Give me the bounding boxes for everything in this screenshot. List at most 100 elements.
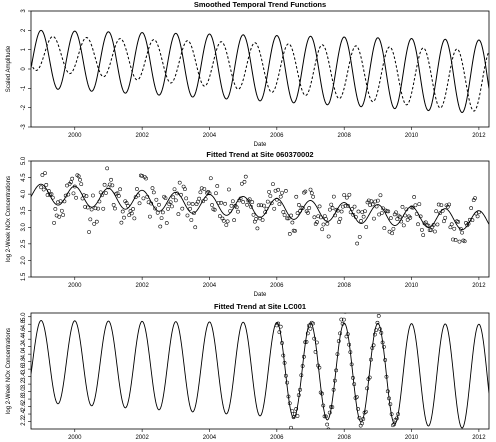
data-point — [207, 191, 212, 196]
data-point — [352, 204, 357, 209]
data-point — [45, 193, 50, 197]
data-point — [168, 200, 173, 205]
data-point — [388, 216, 393, 221]
data-point — [245, 202, 249, 207]
data-point — [236, 209, 240, 214]
data-point — [453, 238, 458, 242]
data-point — [83, 204, 88, 209]
data-point — [69, 180, 73, 184]
data-point — [242, 180, 247, 184]
data-point — [148, 214, 152, 219]
data-point — [372, 216, 376, 221]
x-tick-label: 2000 — [68, 133, 82, 139]
data-point — [131, 207, 135, 211]
chart-title: Fitted Trend at Site LC001 — [214, 302, 306, 311]
data-point — [258, 216, 262, 221]
data-point — [364, 225, 369, 229]
data-point — [365, 200, 370, 205]
data-point — [376, 314, 381, 318]
data-point — [225, 219, 230, 224]
y-tick-label: 1.5 — [21, 272, 27, 281]
data-point — [41, 187, 46, 192]
y-tick-label: 4.8 — [21, 319, 27, 328]
data-point — [157, 202, 161, 207]
x-axis-label: Date — [254, 142, 267, 148]
y-tick-label: 2.0 — [21, 256, 27, 265]
data-point — [254, 217, 258, 221]
data-point — [338, 216, 343, 221]
data-point — [241, 200, 246, 204]
y-tick-label: 5.0 — [21, 156, 27, 165]
data-point — [413, 203, 418, 208]
data-point — [375, 198, 380, 203]
data-point — [274, 197, 279, 202]
data-point — [366, 198, 371, 203]
x-tick-label: 2000 — [68, 283, 82, 289]
data-point — [122, 215, 126, 220]
data-point — [76, 174, 81, 179]
data-point — [343, 313, 347, 314]
data-point — [151, 190, 156, 195]
x-tick-label: 2008 — [338, 435, 352, 441]
data-point — [315, 220, 319, 225]
data-point — [371, 343, 376, 348]
data-point — [370, 202, 375, 207]
x-tick-label: 2010 — [405, 133, 419, 139]
data-point — [160, 210, 165, 215]
y-tick-label: 2.6 — [21, 402, 27, 411]
data-point — [119, 220, 124, 225]
x-tick-label: 2004 — [203, 283, 217, 289]
plot-area — [31, 29, 489, 114]
data-point — [260, 218, 265, 222]
data-point — [308, 187, 313, 192]
data-point — [452, 226, 457, 231]
data-point — [290, 220, 295, 225]
data-point — [227, 187, 231, 192]
y-tick-label: 2.2 — [21, 417, 27, 426]
data-point — [94, 219, 99, 224]
data-point — [120, 209, 125, 214]
data-point — [59, 208, 64, 213]
plot-area — [31, 166, 489, 246]
data-point — [111, 203, 116, 207]
data-point — [460, 230, 464, 235]
data-point — [135, 187, 139, 191]
x-tick-label: 2002 — [135, 435, 149, 441]
data-point — [344, 195, 349, 200]
plot-frame — [30, 160, 490, 278]
data-point — [293, 412, 297, 416]
data-point — [360, 210, 365, 214]
data-point — [190, 202, 195, 206]
y-axis-label: log 2-Week NOx Concentrations — [6, 328, 12, 414]
data-point — [277, 330, 282, 334]
data-point — [49, 192, 54, 197]
data-point — [132, 216, 137, 221]
data-point — [291, 415, 296, 420]
data-point — [432, 229, 437, 234]
y-tick-label: 3.5 — [21, 206, 27, 215]
y-tick-label: 4.6 — [21, 327, 27, 336]
data-point — [311, 194, 315, 199]
data-point — [321, 222, 326, 227]
data-point — [53, 207, 58, 211]
data-point — [219, 200, 224, 205]
data-point — [438, 211, 442, 215]
data-point — [458, 226, 463, 231]
data-point — [271, 182, 275, 186]
data-point — [259, 203, 264, 208]
data-point — [159, 216, 164, 220]
data-point — [368, 203, 372, 207]
data-point — [361, 214, 366, 219]
data-point — [408, 215, 413, 220]
data-point — [308, 326, 313, 331]
data-point — [296, 203, 301, 207]
data-point — [401, 223, 406, 228]
data-point — [337, 220, 341, 224]
data-point — [282, 213, 287, 217]
data-point — [410, 205, 415, 210]
data-point — [342, 317, 346, 322]
y-tick-label: -3 — [21, 124, 27, 130]
data-point — [52, 220, 56, 225]
x-tick-label: 2000 — [68, 435, 82, 441]
